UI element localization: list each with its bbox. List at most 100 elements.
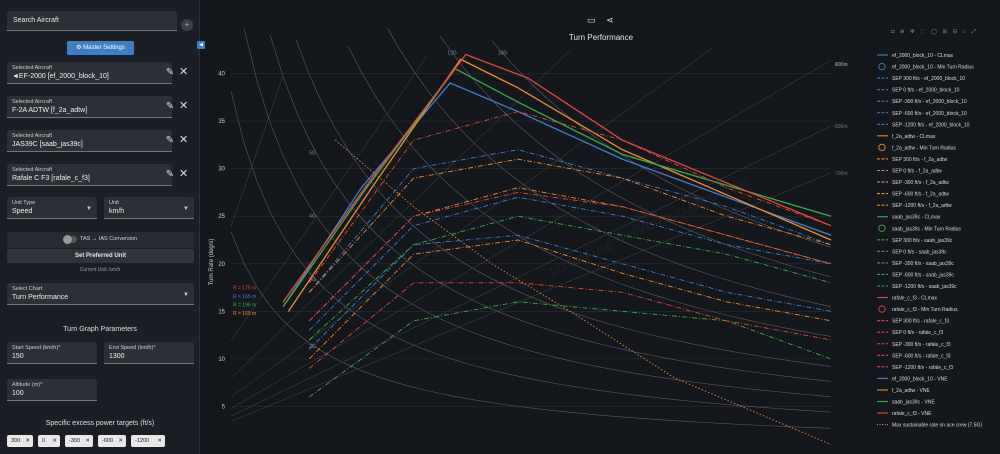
g-load-curve <box>230 90 832 413</box>
radius-label: 200m <box>835 62 848 68</box>
series-line <box>308 234 832 350</box>
legend-item: SEP 0 ft/s - f_2a_adtw <box>892 169 942 175</box>
selected-aircraft-field[interactable]: Selected Aircraft JAS39C [saab_jas39c] ✎ <box>7 130 175 152</box>
legend-item: SEP -600 ft/s - ef_2000_block_10 <box>892 111 967 117</box>
legend-item: saab_jas39c - CLmax <box>892 215 941 221</box>
legend-item: SEP -1200 ft/s - f_2a_adtw <box>892 203 952 209</box>
toggle-label: TAS → IAS Conversion <box>80 236 138 242</box>
unit-select[interactable]: Unit km/h ▼ <box>104 197 194 219</box>
close-icon[interactable]: ✕ <box>118 438 123 444</box>
share-icon[interactable]: ⋖ <box>606 15 614 25</box>
legend-item: SEP 300 ft/s - saab_jas39c <box>892 238 953 244</box>
g-load-label: 14G <box>498 51 508 57</box>
g-load-label: 4G <box>309 213 316 219</box>
close-icon[interactable]: ✕ <box>179 100 189 112</box>
add-aircraft-button[interactable]: + <box>181 19 193 31</box>
altitude-input[interactable]: Altitude (m)* 100 <box>7 379 97 401</box>
g-load-curve <box>243 27 832 397</box>
close-icon[interactable]: ✕ <box>157 438 162 444</box>
chart-select[interactable]: Select Chart Turn Performance ▼ <box>7 283 194 305</box>
sep-chip[interactable]: 300 ✕ <box>7 435 33 447</box>
series-line <box>308 282 832 369</box>
set-preferred-unit-button[interactable]: Set Preferred Unit <box>7 249 194 263</box>
radius-curve <box>230 60 832 409</box>
sidebar: Search Aircraft + ⚙ Master Settings Sele… <box>0 0 200 454</box>
close-icon[interactable]: ✕ <box>52 438 57 444</box>
close-icon[interactable]: ✕ <box>179 168 189 180</box>
g-load-label: 2G <box>309 344 316 350</box>
unit-value: km/h <box>109 208 125 215</box>
master-settings-button[interactable]: ⚙ Master Settings <box>67 41 134 55</box>
legend-item: Max sustainable rate on ace crew (7.5G) <box>892 423 982 429</box>
field-label: Altitude (m)* <box>12 382 43 388</box>
selected-aircraft-field[interactable]: Selected Aircraft F-2A ADTW [f_2a_adtw] … <box>7 96 175 118</box>
y-tick-label: 5 <box>222 404 226 410</box>
series-line <box>308 301 832 398</box>
pencil-icon[interactable]: ✎ <box>165 135 175 146</box>
y-tick-label: 25 <box>218 214 225 220</box>
unit-type-select[interactable]: Unit Type Speed ▼ <box>7 197 97 219</box>
turn-performance-chart[interactable]: Turn Performance Turn Rate (deg/s) DO NO… <box>201 0 1000 454</box>
field-label: Selected Aircraft <box>12 99 53 105</box>
series-line <box>308 187 832 322</box>
g-load-curve <box>269 34 832 382</box>
chevron-down-icon: ▼ <box>183 291 189 298</box>
annotation-label: R = 175 m <box>233 285 256 291</box>
legend-item: SEP -300 ft/s - saab_jas39c <box>892 261 954 267</box>
legend-item: SEP -300 ft/s - ef_2000_block_10 <box>892 99 967 105</box>
chevron-left-icon[interactable]: ◀ <box>197 41 205 49</box>
legend-item: SEP -600 ft/s - saab_jas39c <box>892 272 954 278</box>
series-line <box>308 191 832 322</box>
search-aircraft-input[interactable]: Search Aircraft <box>7 11 177 31</box>
close-icon[interactable]: ✕ <box>179 66 189 78</box>
annotation-label: R = 165 m <box>233 311 256 317</box>
y-tick-label: 30 <box>218 167 225 173</box>
fullscreen-icon[interactable]: ▭ <box>587 15 596 25</box>
field-label: Selected Aircraft <box>12 133 53 139</box>
field-label: Unit <box>109 200 119 206</box>
legend-item: saab_jas39c - VNE <box>892 400 935 406</box>
search-placeholder: Search Aircraft <box>13 17 59 24</box>
g-load-curve <box>387 28 832 307</box>
annotation-label: R = 165 m <box>233 294 256 300</box>
pencil-icon[interactable]: ✎ <box>165 67 175 78</box>
series-line <box>308 215 832 341</box>
series-line <box>282 67 832 307</box>
selected-aircraft-field[interactable]: Selected Aircraft ◄EF-2000 [ef_2000_bloc… <box>7 62 175 84</box>
legend-item: SEP 300 ft/s - f_2a_adtw <box>892 157 948 163</box>
sep-chip[interactable]: -1200 ✕ <box>131 435 165 447</box>
g-load-label: 3G <box>309 277 316 283</box>
sep-chip[interactable]: 0 ✕ <box>38 435 60 447</box>
pencil-icon[interactable]: ✎ <box>165 169 175 180</box>
chevron-down-icon: ▼ <box>86 205 92 212</box>
plot-modebar[interactable]: ◘ ⊕ ✥ ⬚ ◯ ⊞ ⊟ ⌂ ⤢ <box>891 29 979 35</box>
tas-ias-toggle[interactable] <box>63 235 77 244</box>
radius-label: 400m <box>835 62 848 68</box>
radius-curve <box>230 56 427 341</box>
aircraft-value: Rafale C F3 [rafale_c_f3] <box>12 175 90 182</box>
start-speed-input[interactable]: Start Speed (km/h)* 150 <box>7 342 97 364</box>
y-tick-label: 35 <box>218 119 225 125</box>
radius-curve <box>230 125 832 417</box>
field-label: Selected Aircraft <box>12 65 53 71</box>
series-line <box>282 53 832 303</box>
g-load-curve <box>348 46 832 337</box>
series-line <box>308 196 832 331</box>
sep-chip[interactable]: -600 ✕ <box>98 435 126 447</box>
close-icon[interactable]: ✕ <box>85 438 90 444</box>
legend-item: saab_jas39c - Min Turn Radius <box>892 226 961 232</box>
chart-select-value: Turn Performance <box>12 294 69 301</box>
end-speed-input[interactable]: End Speed (km/h)* 1300 <box>104 342 194 364</box>
sep-chip[interactable]: -300 ✕ <box>65 435 93 447</box>
annotation-label: R = 196 m <box>233 303 256 309</box>
selected-aircraft-field[interactable]: Selected Aircraft Rafale C F3 [rafale_c_… <box>7 164 175 186</box>
close-icon[interactable]: ✕ <box>25 438 30 444</box>
close-icon[interactable]: ✕ <box>179 134 189 146</box>
field-label: Selected Aircraft <box>12 167 53 173</box>
legend-item: f_2a_adtw - Min Turn Radius <box>892 145 956 151</box>
pencil-icon[interactable]: ✎ <box>165 101 175 112</box>
chip-label: 300 <box>11 438 21 444</box>
legend-item: SEP -1200 ft/s - ef_2000_block_10 <box>892 122 970 128</box>
field-label: Start Speed (km/h)* <box>12 345 61 351</box>
g-load-curve <box>230 231 832 429</box>
